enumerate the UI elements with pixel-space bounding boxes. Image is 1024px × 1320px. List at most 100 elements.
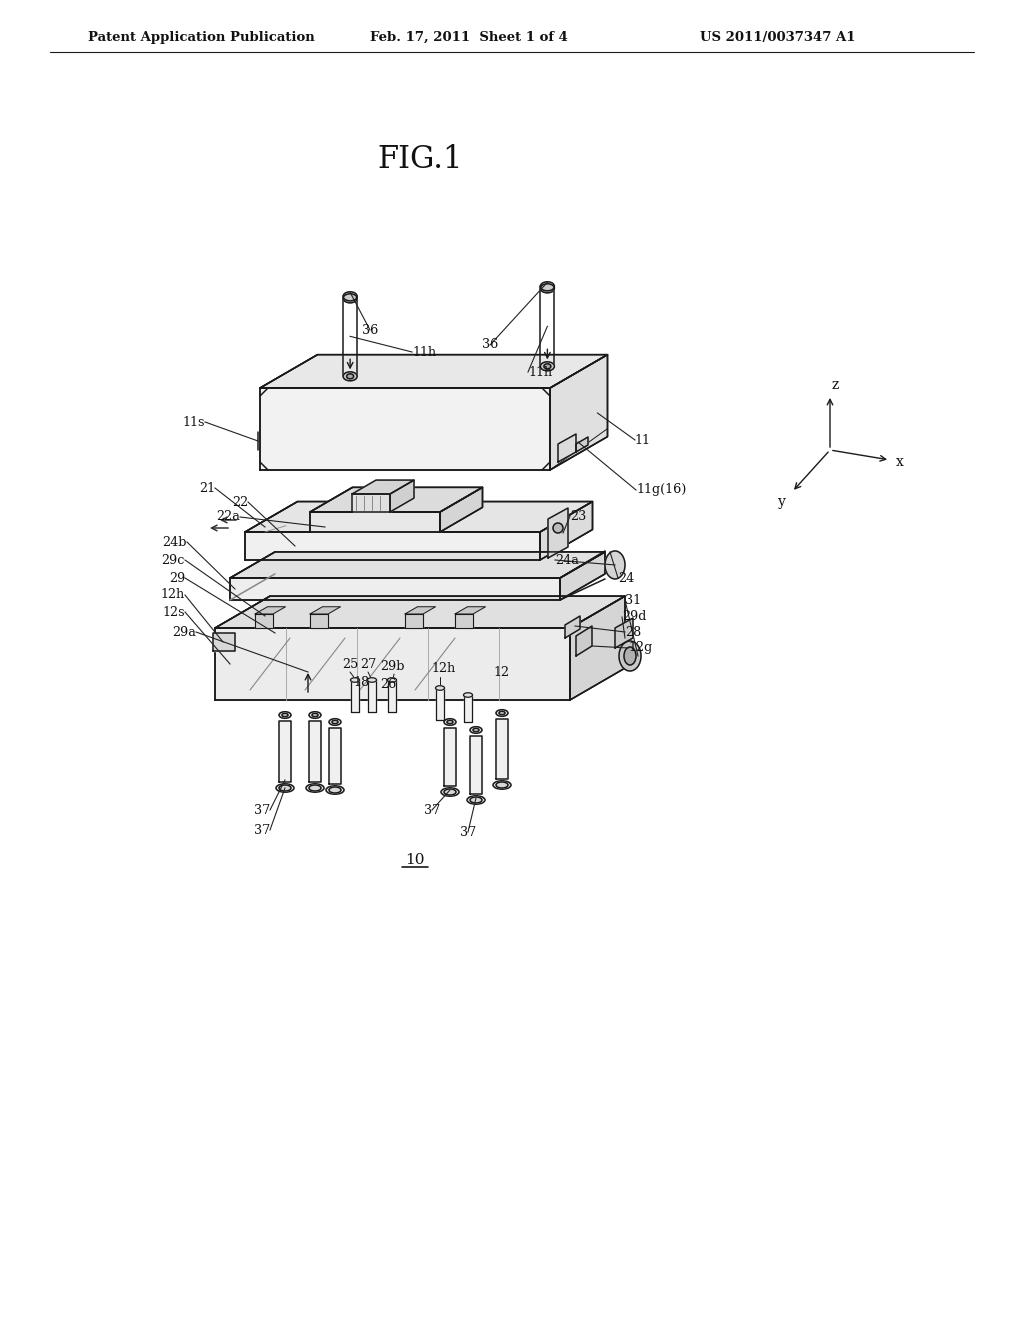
Text: 29b: 29b bbox=[380, 660, 404, 673]
Ellipse shape bbox=[350, 677, 359, 682]
Text: 22: 22 bbox=[231, 495, 248, 508]
Ellipse shape bbox=[343, 292, 357, 301]
Ellipse shape bbox=[605, 550, 625, 579]
Ellipse shape bbox=[496, 710, 508, 717]
Polygon shape bbox=[540, 502, 593, 560]
Polygon shape bbox=[329, 729, 341, 784]
Ellipse shape bbox=[470, 797, 482, 803]
Polygon shape bbox=[496, 719, 508, 779]
Polygon shape bbox=[406, 614, 423, 628]
Polygon shape bbox=[260, 355, 607, 388]
Text: 29: 29 bbox=[169, 572, 185, 585]
Text: US 2011/0037347 A1: US 2011/0037347 A1 bbox=[700, 30, 855, 44]
Text: 36: 36 bbox=[361, 323, 378, 337]
Text: 37: 37 bbox=[254, 824, 270, 837]
Polygon shape bbox=[570, 597, 625, 700]
Polygon shape bbox=[309, 721, 321, 781]
Ellipse shape bbox=[464, 693, 472, 697]
Text: 12: 12 bbox=[494, 665, 510, 678]
Polygon shape bbox=[444, 729, 456, 785]
Ellipse shape bbox=[541, 362, 554, 371]
Polygon shape bbox=[388, 680, 396, 711]
Polygon shape bbox=[245, 532, 540, 560]
Ellipse shape bbox=[541, 284, 554, 293]
Ellipse shape bbox=[312, 713, 318, 717]
Polygon shape bbox=[279, 721, 291, 781]
Polygon shape bbox=[550, 355, 607, 470]
Ellipse shape bbox=[279, 711, 291, 718]
Text: 12s: 12s bbox=[163, 606, 185, 619]
Ellipse shape bbox=[493, 781, 511, 789]
Polygon shape bbox=[565, 616, 580, 638]
Ellipse shape bbox=[306, 784, 324, 792]
Ellipse shape bbox=[368, 677, 377, 682]
Polygon shape bbox=[406, 607, 435, 614]
Polygon shape bbox=[390, 480, 414, 512]
Text: 10: 10 bbox=[406, 853, 425, 867]
Text: 28: 28 bbox=[625, 626, 641, 639]
Polygon shape bbox=[440, 487, 482, 532]
Text: 24a: 24a bbox=[555, 553, 579, 566]
Polygon shape bbox=[215, 628, 570, 700]
Ellipse shape bbox=[329, 787, 341, 793]
Polygon shape bbox=[213, 634, 234, 651]
Text: 37: 37 bbox=[460, 825, 476, 838]
Polygon shape bbox=[575, 437, 588, 451]
Text: 29a: 29a bbox=[172, 626, 196, 639]
Ellipse shape bbox=[544, 364, 551, 368]
Text: 37: 37 bbox=[254, 804, 270, 817]
Ellipse shape bbox=[343, 372, 357, 381]
Ellipse shape bbox=[441, 788, 459, 796]
Ellipse shape bbox=[387, 677, 396, 682]
Polygon shape bbox=[455, 614, 473, 628]
Text: 37: 37 bbox=[424, 804, 440, 817]
Ellipse shape bbox=[447, 721, 453, 723]
Text: Patent Application Publication: Patent Application Publication bbox=[88, 30, 314, 44]
Text: 36: 36 bbox=[482, 338, 498, 351]
Ellipse shape bbox=[444, 718, 456, 725]
Ellipse shape bbox=[435, 686, 444, 690]
Text: 24: 24 bbox=[618, 572, 634, 585]
Ellipse shape bbox=[309, 711, 321, 718]
Ellipse shape bbox=[326, 785, 344, 795]
Polygon shape bbox=[470, 737, 482, 795]
Text: FIG.1: FIG.1 bbox=[377, 144, 463, 176]
Text: 26: 26 bbox=[380, 678, 396, 692]
Ellipse shape bbox=[329, 718, 341, 725]
Polygon shape bbox=[230, 552, 605, 578]
Text: z: z bbox=[831, 378, 839, 392]
Ellipse shape bbox=[496, 781, 508, 788]
Polygon shape bbox=[548, 508, 568, 558]
Text: 27: 27 bbox=[359, 659, 376, 672]
Polygon shape bbox=[368, 680, 376, 711]
Polygon shape bbox=[560, 552, 605, 601]
Polygon shape bbox=[230, 578, 560, 601]
Text: 23: 23 bbox=[570, 510, 587, 523]
Polygon shape bbox=[310, 487, 482, 512]
Ellipse shape bbox=[499, 711, 505, 714]
Polygon shape bbox=[464, 696, 472, 722]
Text: 29d: 29d bbox=[622, 610, 646, 623]
Text: 25: 25 bbox=[342, 659, 358, 672]
Text: Feb. 17, 2011  Sheet 1 of 4: Feb. 17, 2011 Sheet 1 of 4 bbox=[370, 30, 568, 44]
Ellipse shape bbox=[473, 729, 479, 731]
Ellipse shape bbox=[624, 647, 636, 665]
Polygon shape bbox=[615, 618, 633, 648]
Polygon shape bbox=[310, 607, 341, 614]
Text: 11h: 11h bbox=[412, 346, 436, 359]
Text: y: y bbox=[778, 495, 786, 510]
Ellipse shape bbox=[282, 713, 288, 717]
Text: 12h: 12h bbox=[432, 663, 456, 676]
Polygon shape bbox=[455, 607, 485, 614]
Text: 12g: 12g bbox=[628, 642, 652, 655]
Text: 22a: 22a bbox=[216, 511, 240, 524]
Ellipse shape bbox=[467, 796, 485, 804]
Polygon shape bbox=[310, 512, 440, 532]
Ellipse shape bbox=[618, 642, 641, 671]
Text: 11: 11 bbox=[635, 433, 651, 446]
Text: 29c: 29c bbox=[162, 553, 185, 566]
Text: 11g(16): 11g(16) bbox=[636, 483, 686, 496]
Text: 11s: 11s bbox=[182, 416, 205, 429]
Polygon shape bbox=[255, 614, 273, 628]
Text: 24b: 24b bbox=[163, 536, 187, 549]
